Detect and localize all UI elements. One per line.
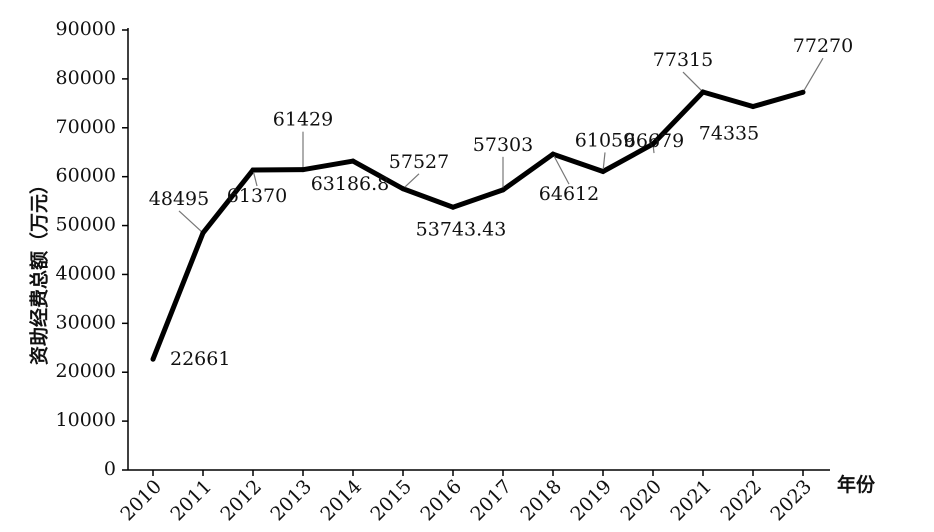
x-tick-label: 2015 bbox=[366, 476, 416, 526]
data-label: 61370 bbox=[227, 185, 287, 207]
y-tick-label: 40000 bbox=[56, 262, 116, 284]
data-point bbox=[200, 230, 206, 236]
x-tick-label: 2013 bbox=[266, 476, 316, 526]
data-label: 66679 bbox=[624, 130, 684, 152]
data-label: 77270 bbox=[793, 35, 853, 57]
x-tick-label: 2010 bbox=[116, 476, 166, 526]
x-tick-label: 2018 bbox=[516, 476, 566, 526]
y-tick-label: 70000 bbox=[56, 116, 116, 138]
y-tick-label: 30000 bbox=[56, 311, 116, 333]
leader-line bbox=[602, 152, 606, 172]
x-tick-label: 2019 bbox=[566, 476, 616, 526]
data-label: 48495 bbox=[149, 188, 209, 210]
y-tick-label: 20000 bbox=[56, 360, 116, 382]
data-label: 22661 bbox=[170, 348, 230, 370]
leader-line bbox=[682, 71, 704, 93]
x-axis-ticks: 2010 2011 2012 2013 2014 2015 2016 2017 2018 2019… bbox=[116, 470, 816, 525]
data-label: 61429 bbox=[273, 109, 333, 131]
data-point bbox=[800, 89, 806, 95]
data-point bbox=[600, 168, 606, 174]
data-label: 64612 bbox=[539, 183, 599, 205]
y-axis-ticks: 0 10000 20000 30000 40000 50000 60000 70000 8000… bbox=[56, 18, 128, 480]
label-leader-lines bbox=[178, 57, 824, 234]
y-tick-label: 10000 bbox=[56, 409, 116, 431]
y-tick-label: 0 bbox=[104, 458, 116, 480]
x-tick-label: 2022 bbox=[716, 476, 766, 526]
data-label: 77315 bbox=[653, 49, 713, 71]
data-points bbox=[150, 89, 806, 362]
leader-line bbox=[178, 210, 204, 234]
x-tick-label: 2012 bbox=[216, 476, 266, 526]
data-point bbox=[550, 151, 556, 157]
x-tick-label: 2016 bbox=[416, 476, 466, 526]
data-point bbox=[650, 141, 656, 147]
x-tick-label: 2020 bbox=[616, 476, 666, 526]
data-point bbox=[500, 187, 506, 193]
data-label: 53743.43 bbox=[416, 218, 507, 240]
y-axis-title: 资助经费总额（万元） bbox=[28, 175, 51, 365]
leader-line bbox=[252, 169, 258, 187]
leader-line bbox=[802, 57, 824, 93]
data-point bbox=[750, 104, 756, 110]
y-tick-label: 60000 bbox=[56, 165, 116, 187]
data-label: 57527 bbox=[389, 151, 449, 173]
x-axis-title: 年份 bbox=[837, 473, 876, 496]
y-tick-label: 80000 bbox=[56, 67, 116, 89]
x-tick-label: 2023 bbox=[766, 476, 816, 526]
data-point bbox=[700, 89, 706, 95]
y-tick-label: 50000 bbox=[56, 214, 116, 236]
data-label: 61059 bbox=[575, 129, 635, 151]
leader-line bbox=[552, 153, 570, 185]
data-point bbox=[450, 204, 456, 210]
x-tick-label: 2011 bbox=[166, 476, 216, 526]
data-label: 57303 bbox=[473, 134, 533, 156]
data-point bbox=[250, 167, 256, 173]
series-line bbox=[150, 89, 804, 361]
data-point bbox=[300, 167, 306, 173]
data-point bbox=[400, 186, 406, 192]
x-tick-label: 2021 bbox=[666, 476, 716, 526]
x-tick-label: 2014 bbox=[316, 476, 366, 526]
data-point bbox=[150, 356, 156, 362]
data-label: 74335 bbox=[699, 123, 759, 145]
y-tick-label: 90000 bbox=[56, 18, 116, 40]
data-label: 63186.8 bbox=[311, 173, 390, 195]
leader-line bbox=[402, 173, 420, 190]
x-tick-label: 2017 bbox=[466, 476, 516, 526]
data-point bbox=[350, 158, 356, 164]
